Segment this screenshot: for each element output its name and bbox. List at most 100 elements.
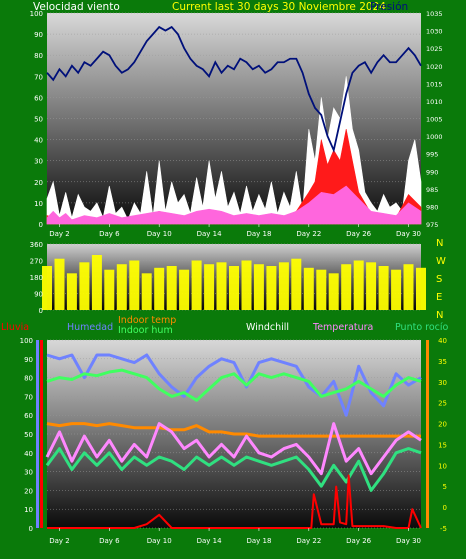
y-left-tick: 50 — [34, 116, 43, 124]
y-right-tick: 1020 — [426, 63, 443, 71]
compass-label: N — [436, 238, 443, 249]
y-left-tick: 10 — [34, 200, 43, 208]
x-tick-label: Day 18 — [246, 230, 271, 238]
x-tick-label: Day 10 — [147, 537, 172, 545]
header-left: Velocidad viento — [33, 1, 120, 13]
y-left-tick: 30 — [34, 158, 43, 166]
y-right-tick: 1010 — [426, 98, 443, 106]
y-left-tick: 80 — [24, 375, 33, 383]
direction-bar — [328, 273, 339, 310]
series-temperature — [45, 422, 422, 476]
series-humidity — [46, 353, 422, 417]
x-tick-label: Day 14 — [197, 230, 223, 238]
header-right: Presión — [370, 1, 408, 13]
series-avg — [46, 185, 422, 225]
direction-bar — [403, 264, 414, 310]
y-left-tick: 0 — [39, 221, 43, 229]
y-right-tick: 990 — [426, 168, 438, 176]
x-tick-label: Day 30 — [396, 537, 421, 545]
y-right-tick: 1015 — [426, 80, 443, 88]
direction-marks — [42, 243, 426, 311]
series-indoor_hum — [46, 368, 422, 402]
direction-bar — [166, 266, 177, 310]
legend-rain: Lluvia — [1, 322, 29, 333]
y-right-tick: 0 — [443, 504, 447, 512]
direction-bar — [229, 266, 239, 310]
y-left-tick: 70 — [34, 73, 43, 81]
y-left-tick: 100 — [30, 10, 43, 18]
direction-tick: 0 — [39, 307, 43, 315]
temp-axis-bar — [426, 340, 429, 528]
y-left-tick: 70 — [24, 393, 33, 401]
y-left-tick: 60 — [24, 412, 33, 420]
direction-bar — [104, 269, 115, 310]
x-tick-label: Day 6 — [99, 537, 120, 545]
y-right-tick: 30 — [438, 379, 447, 387]
y-right-tick: -5 — [440, 525, 447, 533]
series-indoor_temp — [46, 422, 421, 438]
y-right-tick: 985 — [426, 186, 438, 194]
direction-bar — [42, 266, 52, 310]
direction-bar — [191, 260, 202, 310]
direction-bar — [416, 267, 426, 310]
y-right-tick: 15 — [438, 441, 447, 449]
header-center: Current last 30 days 30 Noviembre 2024 — [172, 1, 386, 13]
direction-bar — [341, 264, 352, 310]
direction-bar — [253, 264, 264, 310]
y-right-tick: 20 — [438, 421, 447, 429]
direction-bar — [116, 264, 127, 310]
x-tick-label: Day 22 — [296, 230, 321, 238]
legend-temperature: Temperatura — [312, 322, 373, 333]
y-right-tick: 35 — [438, 358, 447, 366]
direction-bar — [66, 273, 77, 310]
y-left-tick: 40 — [24, 450, 33, 458]
x-tick-label: Day 2 — [49, 537, 70, 545]
y-left-tick: 80 — [34, 52, 43, 60]
y-right-tick: 10 — [438, 462, 447, 470]
x-tick-label: Day 10 — [147, 230, 172, 238]
y-right-tick: 980 — [426, 203, 438, 211]
direction-bar — [216, 262, 227, 310]
direction-bar — [366, 262, 377, 310]
y-left-tick: 20 — [34, 179, 43, 187]
legend-indoor_temp: Indoor temp — [118, 315, 176, 326]
y-right-tick: 25 — [438, 400, 447, 408]
direction-bar — [303, 267, 314, 310]
x-tick-label: Day 2 — [49, 230, 70, 238]
y-right-tick: 995 — [426, 151, 438, 159]
y-right-tick: 1000 — [426, 133, 443, 141]
direction-bar — [154, 267, 165, 310]
legend-windchill: Windchill — [246, 322, 289, 333]
direction-bar — [54, 258, 65, 310]
legend-humidity: Humedad — [67, 322, 113, 333]
y-left-tick: 100 — [20, 337, 33, 345]
y-left-tick: 40 — [34, 137, 43, 145]
direction-bar — [141, 273, 152, 310]
direction-bar — [391, 269, 402, 310]
legend-indoor_hum: Indoor hum — [118, 325, 173, 336]
y-left-tick: 60 — [34, 94, 43, 102]
direction-bar — [129, 260, 140, 310]
y-right-tick: 1025 — [426, 45, 443, 53]
compass-label: E — [436, 292, 442, 303]
y-right-tick: 1005 — [426, 116, 443, 124]
compass-label: S — [436, 274, 442, 285]
y-left-tick: 90 — [34, 31, 43, 39]
direction-tick: 180 — [30, 274, 43, 282]
direction-bar — [204, 264, 215, 310]
y-left-tick: 20 — [24, 487, 33, 495]
direction-bar — [79, 262, 90, 310]
series-rain — [47, 474, 422, 529]
x-tick-label: Day 22 — [296, 537, 321, 545]
humidity-axis-bar — [36, 340, 39, 528]
direction-bar — [266, 266, 277, 310]
direction-bar — [291, 258, 302, 310]
direction-bar — [179, 269, 190, 310]
x-tick-label: Day 18 — [246, 537, 271, 545]
axes: 0102030405060708090100975980985990995100… — [20, 10, 447, 545]
direction-bar — [353, 260, 364, 310]
y-right-tick: 975 — [426, 221, 438, 229]
